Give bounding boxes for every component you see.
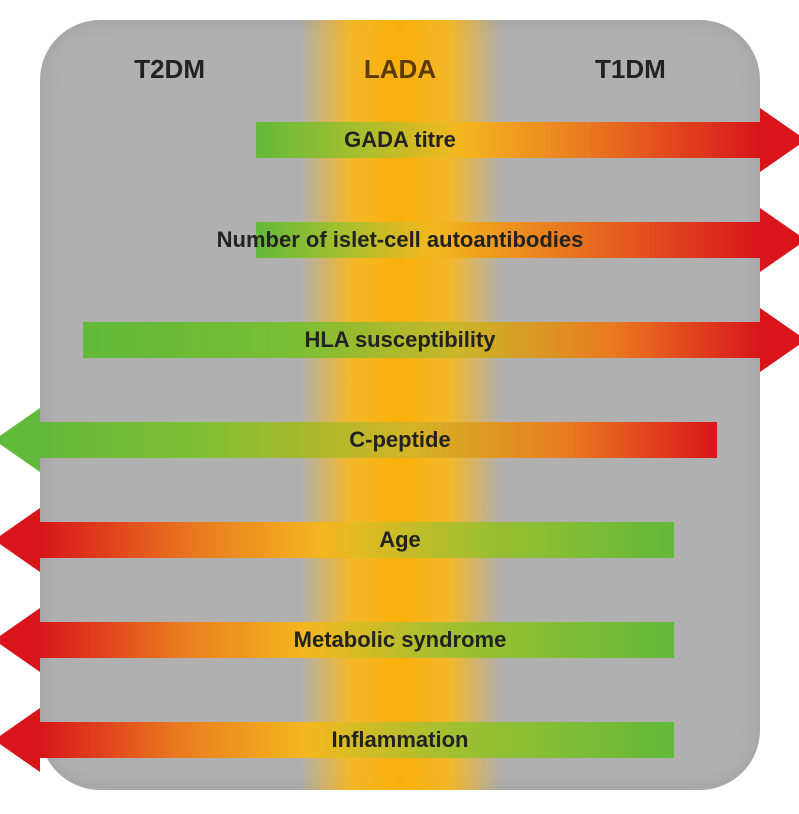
panel-background: T2DM LADA T1DM GADA titre Number of islet…: [40, 20, 760, 790]
arrow-inflammation: Inflammation: [40, 722, 760, 758]
arrow-label: Metabolic syndrome: [40, 627, 760, 653]
arrow-age: Age: [40, 522, 760, 558]
arrow-cpeptide: C-peptide: [40, 422, 760, 458]
arrow-head: [0, 708, 40, 772]
arrow-head: [0, 508, 40, 572]
arrow-gada-titre: GADA titre: [40, 122, 760, 158]
arrow-label: HLA susceptibility: [40, 327, 760, 353]
arrow-autoantibodies: Number of islet-cell autoantibodies: [40, 222, 760, 258]
arrow-label: GADA titre: [40, 127, 760, 153]
column-t1dm: T1DM: [595, 54, 666, 85]
arrow-metabolic: Metabolic syndrome: [40, 622, 760, 658]
arrow-label: Number of islet-cell autoantibodies: [40, 227, 760, 253]
arrow-head: [760, 308, 799, 372]
column-lada: LADA: [364, 54, 436, 85]
arrow-head: [0, 408, 40, 472]
arrow-head: [0, 608, 40, 672]
arrow-hla: HLA susceptibility: [40, 322, 760, 358]
arrow-label: C-peptide: [40, 427, 760, 453]
arrow-label: Age: [40, 527, 760, 553]
column-t2dm: T2DM: [134, 54, 205, 85]
diagram-container: T2DM LADA T1DM GADA titre Number of islet…: [0, 0, 799, 814]
arrow-head: [760, 108, 799, 172]
arrow-head: [760, 208, 799, 272]
arrow-label: Inflammation: [40, 727, 760, 753]
